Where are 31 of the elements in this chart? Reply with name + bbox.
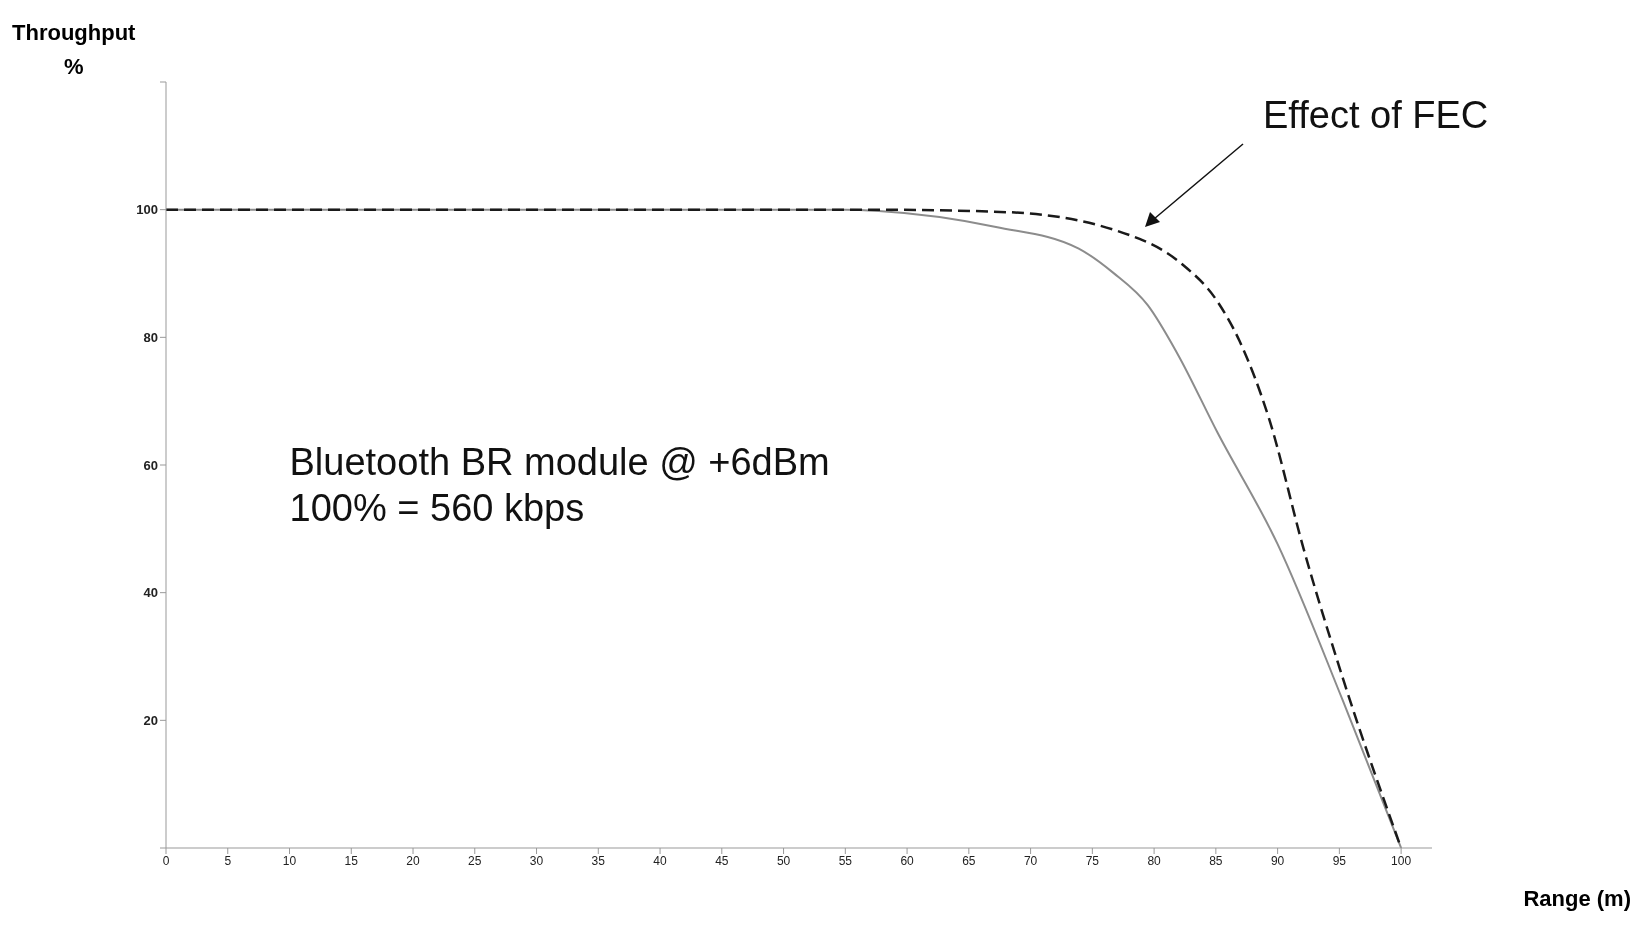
x-tick-label: 90 — [1270, 853, 1285, 868]
x-tick-label: 35 — [591, 853, 606, 868]
x-tick-label: 0 — [162, 853, 170, 868]
x-tick-label: 95 — [1332, 853, 1347, 868]
x-axis-title: Range (m) — [1523, 886, 1631, 912]
x-tick-label: 30 — [529, 853, 544, 868]
x-tick-label: 85 — [1209, 853, 1223, 868]
y-tick-label: 20 — [143, 712, 158, 728]
x-tick-label: 65 — [962, 853, 976, 868]
x-tick-label: 70 — [1023, 853, 1038, 868]
x-tick-label: 25 — [468, 853, 482, 868]
x-tick-label: 5 — [224, 853, 232, 868]
x-tick-label: 15 — [344, 853, 359, 868]
x-tick-label: 60 — [900, 853, 915, 868]
x-tick-label: 75 — [1085, 853, 1100, 868]
y-tick-label: 100 — [136, 202, 158, 218]
y-tick-label: 60 — [143, 457, 158, 473]
x-tick-label: 40 — [653, 853, 668, 868]
annotation: Bluetooth BR module @ +6dBm — [289, 440, 830, 486]
x-tick-label: 55 — [838, 853, 853, 868]
x-tick-label: 80 — [1147, 853, 1162, 868]
x-tick-label: 10 — [282, 853, 297, 868]
y-tick-label: 40 — [143, 585, 158, 601]
x-tick-label: 20 — [406, 853, 421, 868]
x-tick-label: 45 — [715, 853, 729, 868]
y-axis-title: Throughput % — [12, 19, 136, 81]
x-tick-label: 50 — [776, 853, 791, 868]
annotation: 100% = 560 kbps — [289, 486, 586, 532]
y-tick-label: 80 — [143, 329, 158, 345]
annotation: Effect of FEC — [1263, 94, 1489, 137]
x-tick-label: 100 — [1391, 853, 1412, 868]
